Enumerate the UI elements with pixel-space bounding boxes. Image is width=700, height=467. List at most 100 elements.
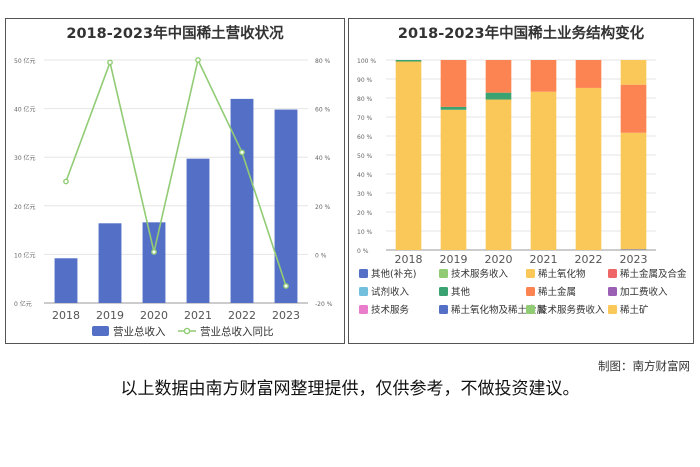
revenue-chart: 0 亿元 10 亿元 20 亿元 30 亿元 40 亿元 50 亿元 -20 % 0 % 20 … xyxy=(14,57,333,338)
legend-swatch xyxy=(526,305,535,314)
stack-segment xyxy=(575,60,602,88)
y-tick-label: 60 % xyxy=(357,134,373,141)
yoy-point xyxy=(239,149,245,156)
stack-segment xyxy=(620,60,647,85)
structure-chart: 0 % 10 % 20 % 30 % 40 % 50 % 60 % 70 % 80 % 90 % 1… xyxy=(357,58,687,316)
legend-swatch xyxy=(439,287,448,296)
legend-swatch-revenue xyxy=(92,326,109,336)
y-left-tick-label: 20 亿元 xyxy=(14,203,36,211)
legend-label: 稀土氧化物 xyxy=(538,268,586,280)
stack-segment xyxy=(485,60,512,93)
legend-label: 技术服务 xyxy=(371,304,410,316)
stack-segment xyxy=(440,60,467,107)
stack-segment xyxy=(395,61,422,250)
legend-label: 其他 xyxy=(451,286,471,298)
legend-swatch xyxy=(608,269,617,278)
stack-segment xyxy=(575,87,602,251)
legend-swatch xyxy=(359,305,368,314)
structure-chart-panel: 2018-2023年中国稀土业务结构变化 0 % 10 % 20 % 30 % 40 %… xyxy=(348,18,694,344)
stack-segment xyxy=(485,99,512,251)
stack-segment xyxy=(530,91,557,250)
y-left-tick-label: 0 亿元 xyxy=(14,300,32,308)
x-tick-label: 2020 xyxy=(485,253,513,266)
y-right-tick-label: 0 % xyxy=(315,252,327,259)
yoy-point xyxy=(151,249,157,255)
legend-label: 稀土金属 xyxy=(538,286,576,298)
x-tick-label: 2018 xyxy=(395,253,423,266)
stack-segment xyxy=(620,132,647,250)
y-right-tick-label: -20 % xyxy=(315,301,333,308)
x-tick-label: 2019 xyxy=(96,309,124,322)
legend-swatch xyxy=(439,269,448,278)
y-right-tick-label: 60 % xyxy=(315,107,331,114)
yoy-point xyxy=(283,283,289,289)
yoy-line xyxy=(65,57,287,287)
legend-label-yoy: 营业总收入同比 xyxy=(200,325,274,338)
y-tick-label: 40 % xyxy=(357,172,373,179)
legend-label: 稀土矿 xyxy=(620,304,649,316)
stack-segment xyxy=(620,84,647,133)
legend-swatch xyxy=(526,269,535,278)
revenue-bar xyxy=(274,109,298,304)
y-left-tick-label: 10 亿元 xyxy=(14,251,36,259)
revenue-chart-title: 2018-2023年中国稀土营收状况 xyxy=(66,26,284,42)
x-tick-label: 2021 xyxy=(530,253,558,266)
disclaimer-text: 以上数据由南方财富网整理提供，仅供参考，不做投资建议。 xyxy=(120,379,580,399)
credit-text: 制图：南方财富网 xyxy=(598,359,690,373)
legend-swatch xyxy=(526,287,535,296)
y-left-tick-label: 30 亿元 xyxy=(14,154,36,162)
legend-label: 技术服务费收入 xyxy=(538,304,605,316)
legend-swatch-yoy-dot xyxy=(183,327,191,335)
revenue-bar xyxy=(186,158,210,303)
stack-segment xyxy=(440,109,467,250)
y-right-tick-label: 80 % xyxy=(315,58,331,65)
y-tick-label: 0 % xyxy=(357,248,369,255)
y-tick-label: 50 % xyxy=(357,153,373,160)
stack-segment xyxy=(620,249,647,250)
legend-label-revenue: 营业总收入 xyxy=(113,325,166,338)
stack-segment xyxy=(395,60,422,62)
y-left-tick-label: 40 亿元 xyxy=(14,106,36,114)
y-tick-label: 100 % xyxy=(357,58,376,65)
y-left-tick-label: 50 亿元 xyxy=(14,57,36,65)
y-tick-label: 90 % xyxy=(357,77,373,84)
x-tick-label: 2018 xyxy=(52,309,80,322)
y-tick-label: 10 % xyxy=(357,229,373,236)
stack-segment xyxy=(440,106,467,110)
y-right-tick-label: 40 % xyxy=(315,155,331,162)
x-tick-label: 2021 xyxy=(184,309,212,322)
legend-label: 试剂收入 xyxy=(371,286,410,298)
legend-swatch xyxy=(439,305,448,314)
legend-swatch xyxy=(359,287,368,296)
x-tick-label: 2023 xyxy=(620,253,648,266)
legend-label: 稀土金属及合金 xyxy=(620,268,687,280)
y-tick-label: 70 % xyxy=(357,115,373,122)
revenue-bar xyxy=(54,258,78,303)
y-tick-label: 20 % xyxy=(357,210,373,217)
yoy-point xyxy=(63,178,69,185)
x-tick-label: 2020 xyxy=(140,309,168,322)
legend-label: 稀土氧化物及稀土金属 xyxy=(451,304,546,316)
x-tick-label: 2023 xyxy=(272,309,300,322)
stack-segment xyxy=(485,92,512,100)
legend-swatch xyxy=(359,269,368,278)
y-right-tick-label: 20 % xyxy=(315,204,331,211)
x-tick-label: 2019 xyxy=(440,253,468,266)
structure-chart-title: 2018-2023年中国稀土业务结构变化 xyxy=(397,26,645,42)
revenue-bar xyxy=(98,223,122,303)
yoy-point xyxy=(195,57,201,63)
y-tick-label: 30 % xyxy=(357,191,373,198)
x-tick-label: 2022 xyxy=(575,253,603,266)
legend-label: 技术服务收入 xyxy=(451,268,509,280)
revenue-chart-panel: 2018-2023年中国稀土营收状况 0 亿元 10 亿元 20 亿元 30 亿元 40… xyxy=(5,18,345,344)
revenue-bar xyxy=(230,98,254,303)
yoy-point xyxy=(107,59,113,66)
legend-label: 加工费收入 xyxy=(620,286,668,298)
y-tick-label: 80 % xyxy=(357,96,373,103)
x-tick-label: 2022 xyxy=(228,309,256,322)
legend-swatch xyxy=(608,305,617,314)
legend-swatch xyxy=(608,287,617,296)
stack-segment xyxy=(530,60,557,92)
legend-label: 其他(补充) xyxy=(371,268,416,280)
revenue-bar xyxy=(142,222,166,303)
